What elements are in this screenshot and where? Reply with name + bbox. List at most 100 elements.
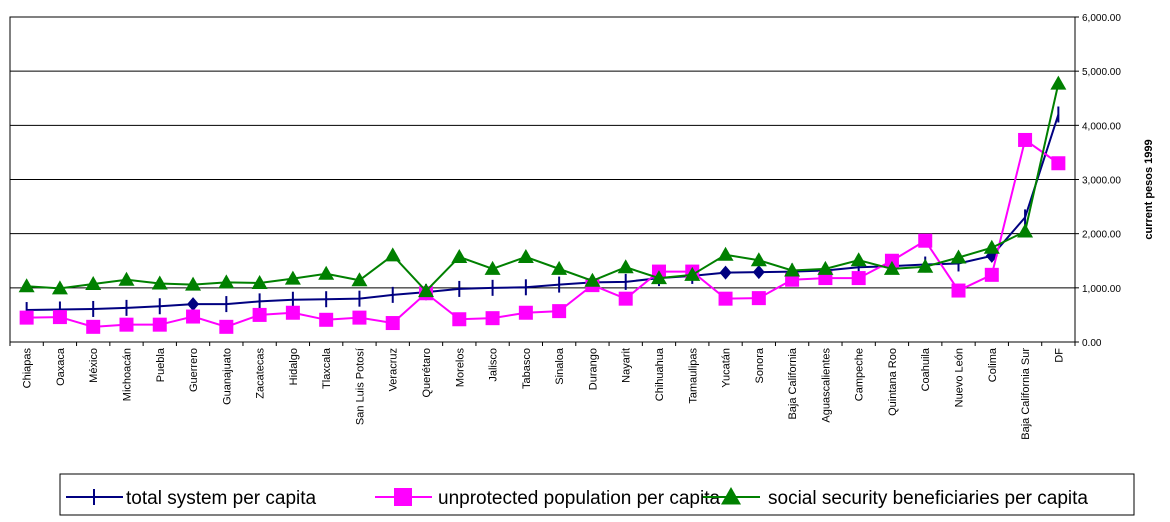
y-tick-label: 2,000.00 — [1082, 230, 1121, 241]
x-tick-label: Oaxaca — [55, 347, 67, 386]
x-tick-label: Baja California — [787, 347, 799, 419]
y-axis-title: current pesos 1999 — [1143, 139, 1155, 239]
series-total-system-per-capita — [25, 106, 1060, 319]
x-tick-label: Campeche — [854, 348, 866, 401]
legend-label: unprotected population per capita — [438, 488, 720, 509]
x-tick-label: Sonora — [754, 347, 766, 383]
marker-triangle — [883, 260, 900, 275]
marker-diamond — [187, 297, 200, 312]
y-axis: 0.00 1,000.00 2,000.00 3,000.00 4,000.00 5,00… — [1075, 13, 1121, 349]
marker-square — [918, 233, 933, 248]
marker-triangle — [51, 280, 68, 295]
x-tick-label: Nayarit — [621, 348, 633, 383]
x-tick-label: Zacatecas — [255, 348, 267, 399]
x-tick-label: México — [88, 348, 100, 383]
marker-square — [452, 312, 467, 327]
marker-square — [319, 312, 334, 327]
x-tick-label: Chiapas — [22, 348, 34, 389]
marker-triangle — [284, 270, 301, 285]
x-tick-label: Durango — [587, 348, 599, 390]
marker-square — [352, 310, 367, 325]
x-tick-label: Guerrero — [188, 348, 200, 392]
marker-square — [394, 488, 412, 506]
marker-triangle — [418, 283, 435, 298]
marker-triangle — [185, 276, 202, 291]
legend-item: total system per capita — [66, 488, 317, 509]
x-tick-label: Guanajuato — [221, 348, 233, 405]
marker-triangle — [18, 278, 35, 293]
series-line — [26, 83, 1060, 293]
legend-box — [59, 473, 1135, 516]
marker-triangle — [384, 247, 401, 262]
marker-square — [884, 253, 899, 268]
marker-triangle — [251, 274, 268, 289]
marker-diamond — [752, 265, 765, 280]
y-tick-label: 5,000.00 — [1082, 67, 1121, 78]
marker-square — [1051, 156, 1066, 171]
marker-triangle — [218, 274, 235, 289]
x-axis: Chiapas Oaxaca México Michoacán Puebla Guerre… — [9, 342, 1076, 440]
marker-square — [119, 317, 134, 332]
marker-triangle — [1050, 75, 1067, 90]
marker-triangle — [85, 276, 102, 291]
marker-square — [219, 319, 234, 334]
marker-triangle — [817, 260, 834, 275]
series-line — [26, 114, 1060, 312]
x-tick-label: Quintana Roo — [887, 348, 899, 416]
marker-square — [152, 317, 167, 332]
marker-triangle — [617, 259, 634, 274]
y-tick-label: 4,000.00 — [1082, 121, 1121, 132]
marker-triangle — [318, 265, 335, 280]
legend-label: social security beneficiaries per capita — [768, 488, 1088, 509]
marker-square — [552, 304, 567, 319]
x-tick-label: San Luis Potosí — [354, 348, 366, 425]
x-tick-label: Querétaro — [421, 348, 433, 398]
x-tick-label: Tabasco — [521, 348, 533, 389]
x-tick-label: Puebla — [155, 347, 167, 382]
marker-square — [1018, 132, 1033, 147]
x-tick-label: Tlaxcala — [321, 347, 333, 389]
marker-square — [186, 309, 201, 324]
y-tick-label: 6,000.00 — [1082, 13, 1121, 24]
legend-label: total system per capita — [126, 488, 317, 509]
grid-lines — [10, 16, 1075, 343]
x-tick-label: Chihuahua — [654, 347, 666, 401]
marker-triangle — [750, 252, 767, 267]
marker-square — [86, 319, 101, 334]
marker-square — [951, 283, 966, 298]
marker-triangle — [1017, 223, 1034, 238]
y-tick-label: 3,000.00 — [1082, 176, 1121, 187]
marker-diamond — [719, 265, 732, 280]
legend: total system per capita unprotected popul… — [59, 473, 1135, 516]
marker-triangle — [351, 272, 368, 287]
marker-triangle — [151, 275, 168, 290]
legend-item: social security beneficiaries per capita — [703, 487, 1088, 509]
marker-square — [718, 291, 733, 306]
x-tick-label: Baja California Sur — [1020, 348, 1032, 440]
x-tick-label: Nuevo León — [954, 348, 966, 407]
marker-triangle — [118, 271, 135, 286]
marker-triangle — [717, 246, 734, 261]
marker-triangle — [983, 239, 1000, 254]
x-tick-label: Veracruz — [388, 348, 400, 391]
marker-square — [518, 305, 533, 320]
marker-triangle — [917, 258, 934, 273]
marker-triangle — [721, 487, 741, 505]
y-tick-label: 1,000.00 — [1082, 284, 1121, 295]
marker-square — [285, 305, 300, 320]
marker-square — [52, 310, 67, 325]
marker-triangle — [850, 252, 867, 267]
x-tick-label: Michoacán — [121, 348, 133, 401]
marker-square — [984, 267, 999, 282]
series-layer — [18, 75, 1067, 334]
x-tick-label: Jalisco — [488, 348, 500, 382]
x-tick-label: Sinaloa — [554, 347, 566, 385]
x-tick-label: Hidalgo — [288, 348, 300, 385]
x-tick-label: Aguascalientes — [820, 348, 832, 423]
marker-square — [19, 310, 34, 325]
marker-triangle — [584, 272, 601, 287]
marker-triangle — [517, 248, 534, 263]
legend-item: unprotected population per capita — [375, 488, 720, 509]
x-tick-label: Coahuila — [920, 347, 932, 391]
